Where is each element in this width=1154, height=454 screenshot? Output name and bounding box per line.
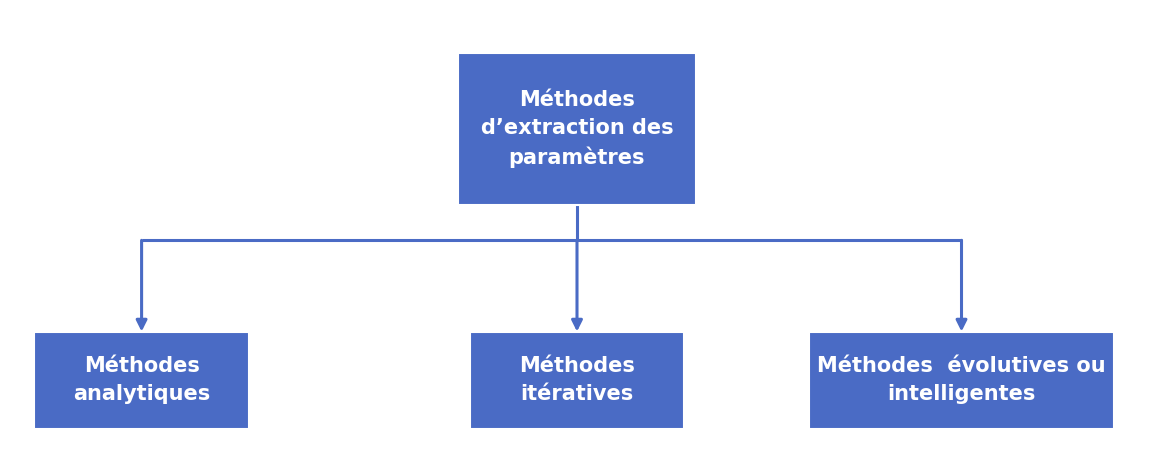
FancyBboxPatch shape <box>35 331 249 429</box>
Text: Méthodes  évolutives ou
intelligentes: Méthodes évolutives ou intelligentes <box>817 356 1106 405</box>
FancyBboxPatch shape <box>809 331 1114 429</box>
Text: Méthodes
analytiques: Méthodes analytiques <box>73 356 210 405</box>
Text: Méthodes
itératives: Méthodes itératives <box>519 356 635 405</box>
Text: Méthodes
d’extraction des
paramètres: Méthodes d’extraction des paramètres <box>481 90 673 168</box>
FancyBboxPatch shape <box>458 54 696 205</box>
FancyBboxPatch shape <box>470 331 684 429</box>
